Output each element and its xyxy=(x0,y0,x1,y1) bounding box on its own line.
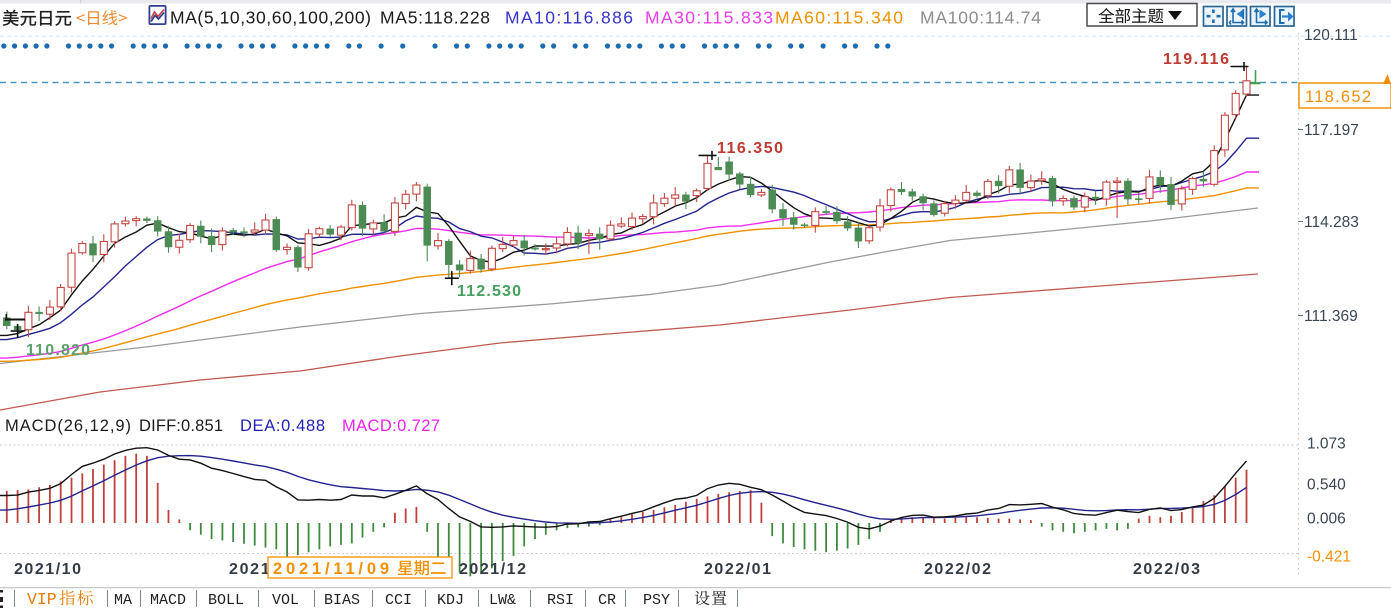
svg-text:PSY: PSY xyxy=(643,592,670,608)
svg-text:MA30:115.833: MA30:115.833 xyxy=(645,8,773,28)
svg-text:VIP: VIP xyxy=(27,590,57,608)
svg-text:2021/10: 2021/10 xyxy=(14,561,81,578)
svg-text:RSI: RSI xyxy=(547,592,574,608)
svg-text:0.540: 0.540 xyxy=(1307,477,1346,494)
svg-text:BOLL: BOLL xyxy=(208,592,244,608)
svg-text:MACD: MACD xyxy=(150,592,186,608)
svg-text:MA(5,10,30,60,100,200): MA(5,10,30,60,100,200) xyxy=(170,8,371,28)
svg-text:KDJ: KDJ xyxy=(437,592,464,608)
svg-text:MA10:116.886: MA10:116.886 xyxy=(505,8,633,28)
svg-text:MA5:118.228: MA5:118.228 xyxy=(380,8,490,28)
svg-text:116.350: 116.350 xyxy=(717,140,783,157)
svg-text:111.369: 111.369 xyxy=(1304,308,1358,325)
svg-text:0.006: 0.006 xyxy=(1307,511,1346,528)
svg-text:118.652: 118.652 xyxy=(1305,88,1371,106)
svg-text:MACD(26,12,9): MACD(26,12,9) xyxy=(5,417,131,435)
svg-text:CCI: CCI xyxy=(385,592,412,608)
svg-text:2022/02: 2022/02 xyxy=(924,561,991,578)
svg-text:DEA:0.488: DEA:0.488 xyxy=(240,417,325,435)
svg-text:DIFF:0.851: DIFF:0.851 xyxy=(139,417,223,435)
svg-text:114.283: 114.283 xyxy=(1304,214,1359,231)
svg-text:120.111: 120.111 xyxy=(1304,27,1358,44)
svg-text:119.116: 119.116 xyxy=(1163,51,1229,68)
svg-text:110.820: 110.820 xyxy=(26,342,90,359)
svg-text:2022/03: 2022/03 xyxy=(1133,561,1200,578)
svg-text:MACD:0.727: MACD:0.727 xyxy=(342,417,440,435)
svg-text:CR: CR xyxy=(598,592,616,608)
svg-text:2022/01: 2022/01 xyxy=(704,561,771,578)
svg-text:MA100:114.74: MA100:114.74 xyxy=(920,8,1041,28)
svg-text:LW&: LW& xyxy=(489,592,516,608)
svg-text:112.530: 112.530 xyxy=(457,283,521,300)
svg-text:MA: MA xyxy=(114,592,132,608)
svg-text:2021/12: 2021/12 xyxy=(459,561,526,578)
svg-text:-0.421: -0.421 xyxy=(1307,549,1351,566)
svg-text:1.073: 1.073 xyxy=(1307,436,1346,453)
svg-text:MA60:115.340: MA60:115.340 xyxy=(775,8,903,28)
svg-text:117.197: 117.197 xyxy=(1304,122,1359,139)
svg-text:VOL: VOL xyxy=(272,592,299,608)
svg-text:BIAS: BIAS xyxy=(324,592,360,608)
